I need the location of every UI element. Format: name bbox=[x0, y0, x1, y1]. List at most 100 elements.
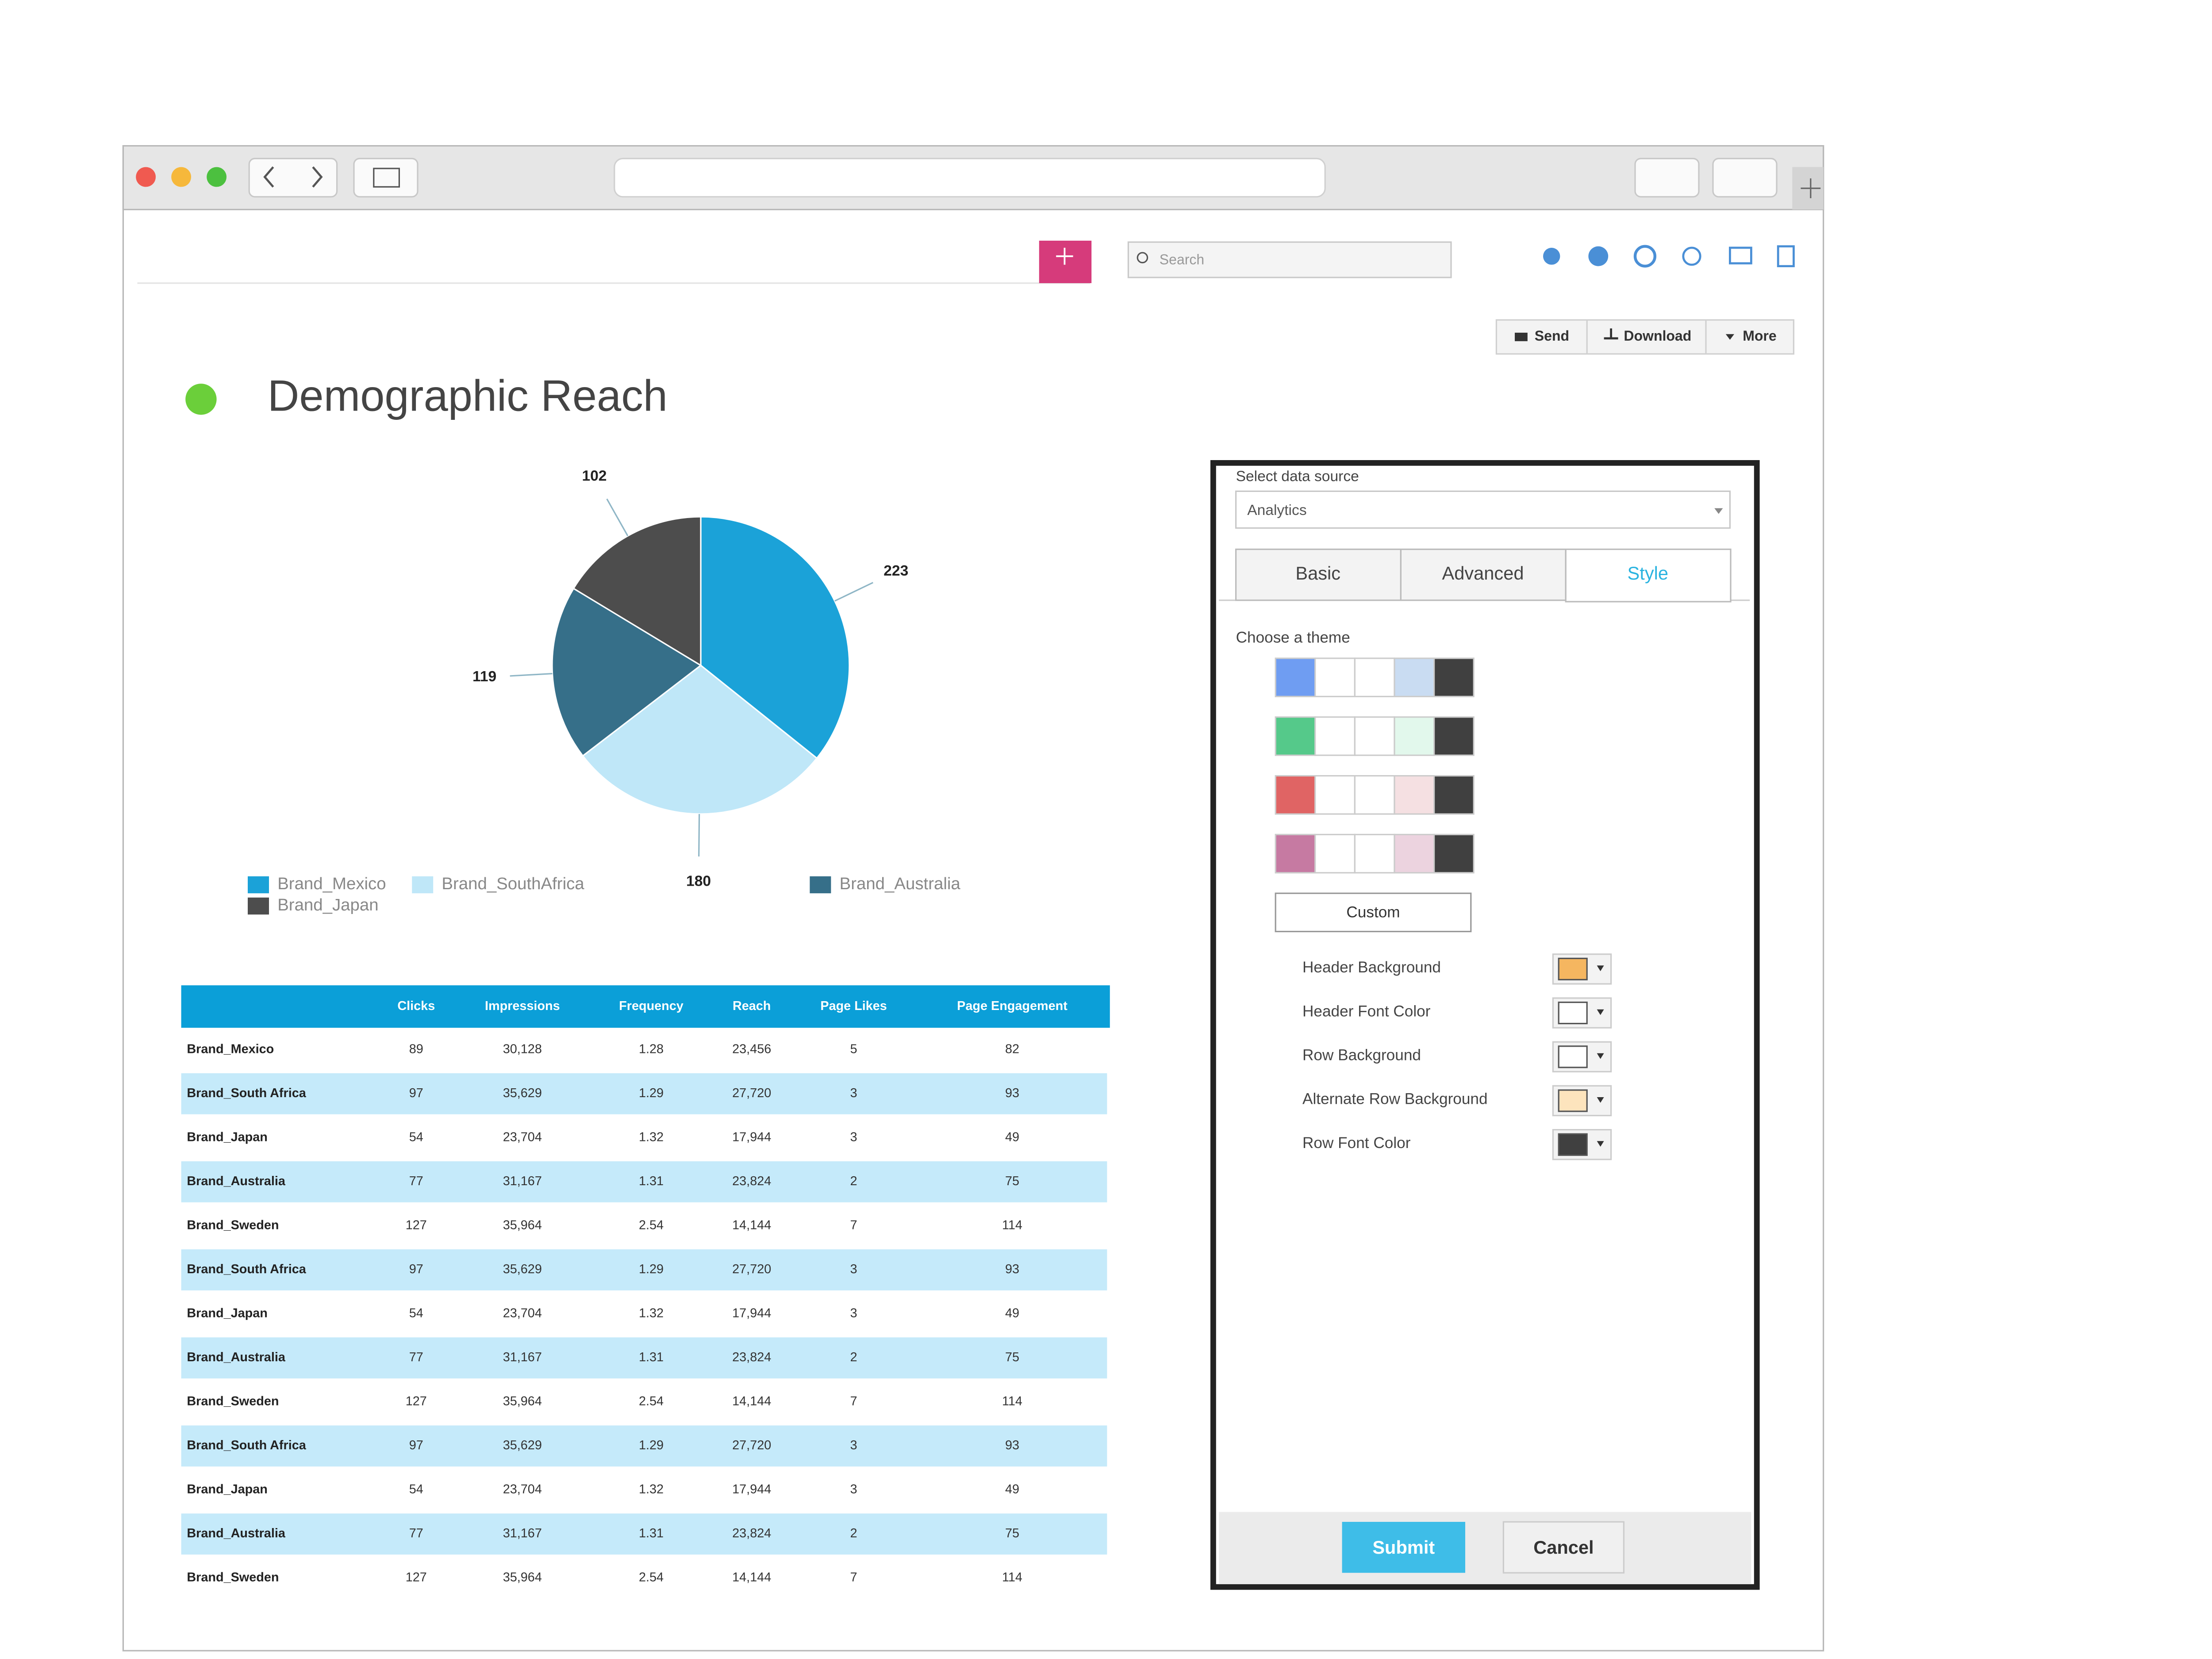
theme-swatch[interactable] bbox=[1354, 716, 1395, 756]
table-cell: 5 bbox=[850, 1042, 857, 1056]
column-header: Impressions bbox=[485, 999, 560, 1013]
table-cell: 82 bbox=[1005, 1042, 1019, 1056]
panel-footer bbox=[1219, 1512, 1751, 1584]
search-box[interactable] bbox=[1127, 241, 1452, 278]
setting-label: Alternate Row Background bbox=[1302, 1091, 1488, 1108]
theme-swatch[interactable] bbox=[1314, 716, 1356, 756]
close-button[interactable] bbox=[136, 167, 156, 187]
theme-swatch[interactable] bbox=[1354, 775, 1395, 815]
theme-swatch[interactable] bbox=[1354, 833, 1395, 874]
picker-caret bbox=[1597, 1053, 1604, 1059]
users-icon[interactable] bbox=[1543, 248, 1560, 265]
theme-swatch[interactable] bbox=[1394, 833, 1435, 874]
table-cell: 3 bbox=[850, 1262, 857, 1276]
table-cell: 1.28 bbox=[639, 1042, 664, 1056]
table-cell: 97 bbox=[409, 1262, 423, 1276]
minimize-button[interactable] bbox=[171, 167, 191, 187]
table-cell: 1.32 bbox=[639, 1306, 664, 1321]
share-button[interactable] bbox=[1634, 157, 1700, 198]
help-icon[interactable] bbox=[1633, 245, 1656, 268]
tabs-button[interactable] bbox=[1712, 157, 1778, 198]
legend-swatch bbox=[810, 876, 831, 894]
add-icon bbox=[1056, 248, 1073, 265]
theme-swatch[interactable] bbox=[1314, 657, 1356, 697]
maximize-button[interactable] bbox=[207, 167, 227, 187]
column-header: Frequency bbox=[619, 999, 684, 1013]
legend-label: Brand_SouthAfrica bbox=[442, 874, 584, 893]
table-cell: 7 bbox=[850, 1394, 857, 1409]
tab[interactable] bbox=[1235, 549, 1402, 601]
table-cell: 35,964 bbox=[503, 1571, 542, 1585]
cancel-button[interactable] bbox=[1502, 1521, 1624, 1574]
send-button[interactable]: Send bbox=[1535, 328, 1569, 344]
billing-icon[interactable] bbox=[1729, 246, 1752, 265]
picker-caret bbox=[1597, 1141, 1604, 1147]
theme-swatch[interactable] bbox=[1433, 716, 1475, 756]
theme-swatch[interactable] bbox=[1354, 657, 1395, 697]
source-label: Select data source bbox=[1236, 468, 1359, 484]
row-name: Brand_Australia bbox=[187, 1174, 285, 1188]
leader-line bbox=[510, 673, 553, 677]
theme-swatch[interactable] bbox=[1433, 833, 1475, 874]
theme-swatch[interactable] bbox=[1433, 775, 1475, 815]
table-cell: 27,720 bbox=[732, 1438, 771, 1452]
theme-swatch[interactable] bbox=[1275, 775, 1316, 815]
legend-label: Brand_Australia bbox=[840, 874, 961, 893]
table-cell: 23,824 bbox=[732, 1174, 771, 1188]
table-cell: 2.54 bbox=[639, 1394, 664, 1409]
table-cell: 49 bbox=[1005, 1482, 1019, 1497]
table-cell: 114 bbox=[1002, 1394, 1022, 1409]
theme-swatch[interactable] bbox=[1394, 716, 1435, 756]
download-button[interactable]: Download bbox=[1624, 328, 1691, 344]
table-cell: 23,704 bbox=[503, 1306, 542, 1321]
submit-button[interactable] bbox=[1342, 1522, 1465, 1573]
row-name: Brand_Australia bbox=[187, 1350, 285, 1364]
sidebar-button[interactable] bbox=[353, 157, 419, 198]
table-cell: 17,944 bbox=[732, 1306, 771, 1321]
table-cell: 1.29 bbox=[639, 1438, 664, 1452]
dropdown-caret bbox=[1714, 508, 1723, 514]
table-cell: 27,720 bbox=[732, 1086, 771, 1100]
table-cell: 3 bbox=[850, 1438, 857, 1452]
url-bar[interactable] bbox=[614, 157, 1326, 198]
table-cell: 114 bbox=[1002, 1218, 1022, 1232]
row-name: Brand_South Africa bbox=[187, 1086, 306, 1100]
cancel-label: Cancel bbox=[1533, 1537, 1594, 1558]
setting-label: Row Background bbox=[1302, 1046, 1421, 1064]
pie-slice bbox=[582, 664, 818, 815]
theme-swatch[interactable] bbox=[1433, 657, 1475, 697]
tab[interactable] bbox=[1400, 549, 1567, 601]
custom-button[interactable] bbox=[1275, 892, 1472, 933]
theme-swatch[interactable] bbox=[1394, 775, 1435, 815]
logout-icon[interactable] bbox=[1777, 245, 1795, 267]
picker-caret bbox=[1597, 965, 1604, 972]
pie-slice bbox=[572, 516, 702, 667]
table-cell: 31,167 bbox=[503, 1174, 542, 1188]
download-icon bbox=[1604, 328, 1618, 340]
table-cell: 2 bbox=[850, 1526, 857, 1540]
table-cell: 77 bbox=[409, 1174, 423, 1188]
source-value: Analytics bbox=[1247, 502, 1306, 518]
table-cell: 3 bbox=[850, 1130, 857, 1144]
table-cell: 31,167 bbox=[503, 1350, 542, 1364]
theme-swatch[interactable] bbox=[1314, 833, 1356, 874]
settings-icon[interactable] bbox=[1682, 246, 1701, 266]
theme-swatch[interactable] bbox=[1314, 775, 1356, 815]
source-dropdown[interactable] bbox=[1235, 490, 1731, 529]
table-cell: 49 bbox=[1005, 1306, 1019, 1321]
table-cell: 35,964 bbox=[503, 1218, 542, 1232]
profile-icon[interactable] bbox=[1588, 246, 1609, 266]
row-name: Brand_Japan bbox=[187, 1306, 267, 1321]
theme-swatch[interactable] bbox=[1275, 716, 1316, 756]
nav-buttons[interactable] bbox=[248, 157, 338, 198]
tab[interactable] bbox=[1565, 549, 1732, 603]
theme-swatch[interactable] bbox=[1275, 833, 1316, 874]
more-button[interactable]: More bbox=[1743, 328, 1776, 344]
legend-swatch bbox=[248, 897, 269, 915]
table-cell: 1.29 bbox=[639, 1262, 664, 1276]
table-cell: 75 bbox=[1005, 1174, 1019, 1188]
status-dot bbox=[185, 384, 217, 415]
theme-swatch[interactable] bbox=[1394, 657, 1435, 697]
data-label: 102 bbox=[582, 468, 607, 484]
theme-swatch[interactable] bbox=[1275, 657, 1316, 697]
